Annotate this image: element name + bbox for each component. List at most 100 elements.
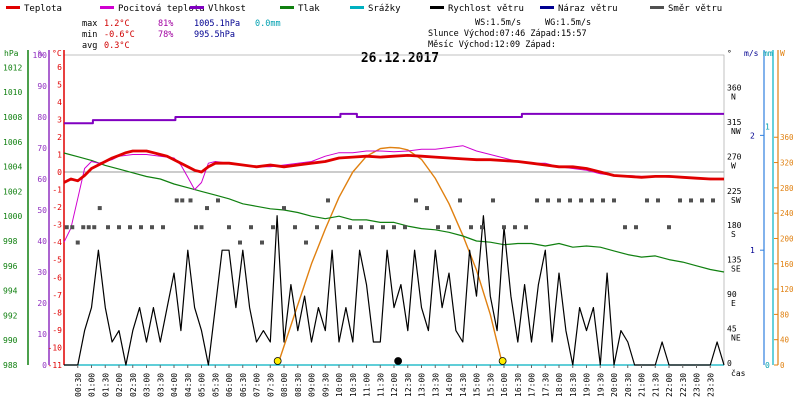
x-tick-label: 18:00 [555,373,564,397]
x-tick-label: 01:30 [101,373,110,397]
x-tick-label: 16:30 [514,373,523,397]
x-tick-label: 13:00 [418,373,427,397]
wind-direction-point [601,198,605,203]
x-tick-label: 15:30 [486,373,495,397]
x-tick-label: 20:00 [610,373,619,397]
legend-swatch [650,6,664,9]
stat-max-rain: 0.0mm [255,19,281,29]
x-tick-label: 15:00 [473,373,482,397]
wind-direction-point [381,225,385,230]
x-tick-label: 12:00 [390,373,399,397]
x-tick-label: 14:30 [459,373,468,397]
temp-tick-label: -2 [52,203,62,212]
stat-max-press: 1005.1hPa [194,19,240,29]
wind-direction-point [128,225,132,230]
temp-tick-label: 0 [57,168,62,177]
wm2-tick-label: 40 [780,336,790,345]
ms-tick-label: 2 [750,131,755,140]
series-teplota [63,149,724,184]
wm2-tick-label: 240 [780,209,794,218]
wm2-tick-label: 200 [780,234,794,243]
legend-label: Teplota [24,4,62,14]
dir-compass-label: N [731,92,736,101]
legend: Teplota Pocitová teplota Vlhkost Tlak Srážky… [6,4,722,14]
dir-tick-label: 180 [727,221,742,230]
hpa-tick-label: 1012 [3,63,22,72]
pct-tick-label: 70 [37,144,47,153]
temp-tick-label: -5 [52,256,62,265]
legend-label: Náraz větru [558,4,618,14]
ms-tick-label: 1 [750,246,755,255]
legend-swatch [540,6,554,9]
wind-speed-text: WS:1.5m/s [475,18,521,28]
x-tick-label: 08:00 [280,373,289,397]
temp-tick-label: -9 [52,326,62,335]
moonrise-marker [394,357,403,365]
hpa-tick-label: 1008 [3,113,22,122]
x-tick-label: 09:00 [308,373,317,397]
legend-label: Srážky [368,4,401,14]
legend-label: Tlak [298,4,320,14]
wm2-tick-label: 280 [780,184,794,193]
temp-tick-label: 1 [57,150,62,159]
wind-direction-point [447,225,451,230]
wind-direction-point [117,225,121,230]
dir-tick-label: 135 [727,256,742,265]
legend-swatch [6,6,20,9]
temp-axis-label: °C [52,49,62,58]
legend-swatch [430,6,444,9]
pct-tick-label: 50 [37,206,47,215]
legend-swatch [190,6,204,9]
wind-direction-point [348,225,352,230]
wind-direction-point [161,225,165,230]
x-tick-label: 05:30 [211,373,220,397]
wind-direction-point [326,198,330,203]
hpa-tick-label: 998 [3,237,18,246]
x-tick-label: 17:00 [528,373,537,397]
mm-axis-label: mm [763,49,773,58]
dir-axis-label: ° [727,49,732,58]
wind-direction-point [579,198,583,203]
temp-tick-label: -6 [52,273,62,282]
wind-direction-point [227,225,231,230]
wind-direction-point [260,240,264,245]
wind-direction-point [205,206,209,211]
wind-direction-point [634,225,638,230]
pct-tick-label: 100 [33,51,48,60]
x-tick-label: 21:30 [651,373,660,397]
wind-direction-point [315,225,319,230]
wind-direction-point [359,225,363,230]
wind-direction-point [282,206,286,211]
wind-direction-point [557,198,561,203]
x-tick-label: 22:30 [679,373,688,397]
wind-direction-point [645,198,649,203]
x-tick-label: 04:30 [184,373,193,397]
legend-swatch [280,6,294,9]
dir-compass-label: SE [731,265,741,274]
hpa-tick-label: 1002 [3,187,22,196]
temp-tick-label: -7 [52,291,62,300]
wind-direction-point [86,225,91,230]
wind-direction-point [304,240,308,245]
wind-direction-point [64,225,69,230]
x-tick-label: 09:30 [321,373,330,397]
pct-tick-label: 40 [37,237,47,246]
wind-direction-point [271,225,275,230]
sunrise-marker [273,357,282,365]
x-tick-label: 18:30 [569,373,578,397]
x-tick-label: 00:30 [74,373,83,397]
wind-direction-point [174,198,179,203]
wind-direction-point [216,198,220,203]
wm2-tick-label: 360 [780,133,794,142]
stat-min-label: min [82,30,97,40]
wind-direction-point [81,225,86,230]
x-tick-label: 07:00 [253,373,262,397]
pct-tick-label: 80 [37,113,47,122]
x-tick-label: 03:00 [143,373,152,397]
temp-tick-label: 6 [57,63,62,72]
stat-max-hum: 81% [158,19,173,29]
series-pocitova-teplota [63,145,725,243]
x-tick-label: 06:30 [239,373,248,397]
temp-tick-label: 3 [57,115,62,124]
stat-avg-label: avg [82,41,97,51]
